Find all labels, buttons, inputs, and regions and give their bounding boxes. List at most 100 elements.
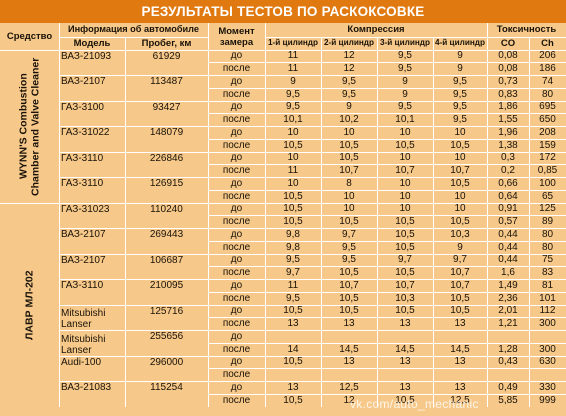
car-model: ВАЗ-21093 (61, 51, 112, 62)
car-probeg: 110240 (150, 204, 183, 215)
header-probeg: Пробег, км (141, 37, 192, 49)
cell-co (487, 369, 529, 381)
cell-cyl-2: 10,2 (339, 114, 359, 126)
grid-hline (0, 202, 566, 204)
grid-hline (59, 253, 566, 255)
cell-moment: до (230, 356, 243, 368)
cell-cyl-1: 9,8 (286, 229, 300, 240)
grid-hline (59, 100, 566, 102)
grid-hline (208, 113, 566, 115)
cell-co: 0,64 (498, 190, 518, 202)
cell-co: 1,86 (498, 101, 518, 113)
page-title: РЕЗУЛЬТАТЫ ТЕСТОВ ПО РАСКОКСОВКЕ (0, 0, 566, 23)
cell-co: 1,49 (498, 280, 518, 291)
cell-cyl-2: 10,5 (339, 152, 359, 164)
cell-ch (529, 331, 566, 343)
cell-co: 1,6 (501, 267, 515, 279)
cell-ch: 65 (541, 190, 554, 202)
cell-co: 2,01 (498, 305, 518, 317)
cell-ch: 650 (539, 114, 556, 126)
cell-ch: 300 (539, 318, 556, 330)
cell-moment: после (222, 318, 251, 330)
grid-vline (58, 23, 60, 407)
car-model: ГАЗ-31022 (61, 127, 110, 139)
car-probeg: 125716 (149, 306, 184, 317)
cell-co: 0,49 (498, 382, 518, 393)
car-model: ГАЗ-3110 (61, 178, 104, 190)
grid-hline (59, 126, 566, 127)
cell-moment: после (222, 63, 251, 75)
cell-cyl-1: 10,1 (283, 114, 303, 126)
cell-cyl-2: 10,5 (339, 305, 359, 317)
cell-cyl-3: 10,5 (395, 216, 415, 228)
car-model: Mitsubishi Lanser (61, 308, 106, 330)
cell-cyl-4: 13 (454, 356, 466, 368)
grid-hline (208, 291, 566, 293)
grid-hline (208, 62, 566, 64)
car-model: ГАЗ-31023 (61, 204, 110, 215)
cell-cyl-2: 9,5 (342, 88, 356, 100)
car-probeg: 126915 (149, 178, 184, 190)
car-probeg: 61929 (152, 51, 181, 62)
grid-vline (124, 37, 126, 407)
cell-ch: 80 (541, 241, 554, 253)
grid-hline (59, 381, 566, 382)
cell-co: 1,55 (498, 114, 518, 126)
cell-cyl-4: 9,7 (453, 254, 467, 266)
grid-hline (59, 304, 566, 306)
cell-ch: 89 (541, 216, 554, 228)
cell-cyl-4: 9 (457, 50, 463, 62)
cell-cyl-4: 10,5 (450, 292, 470, 304)
grid-hline (208, 393, 566, 395)
cell-cyl-4: 10,5 (450, 139, 470, 151)
header-cyl-3: 3-й цилиндр (379, 38, 431, 48)
cell-cyl-3: 10 (399, 203, 411, 215)
grid-hline (59, 36, 208, 38)
cell-cyl-1: 9,5 (286, 292, 300, 304)
cell-cyl-4: 13 (454, 318, 466, 330)
cell-cyl-3 (377, 369, 433, 381)
cell-cyl-1: 13 (287, 382, 299, 393)
grid-hline (59, 355, 566, 357)
car-probeg: 226846 (149, 153, 184, 164)
cell-cyl-1: 9,5 (286, 254, 300, 266)
car-probeg: 296000 (149, 357, 184, 368)
cell-moment: до (230, 305, 243, 317)
car-model: ГАЗ-3100 (61, 102, 104, 113)
cell-co: 0,44 (498, 254, 518, 266)
cell-cyl-2: 12 (343, 50, 355, 62)
cell-ch: 0,85 (537, 165, 558, 177)
cell-ch: 101 (539, 292, 556, 304)
cell-cyl-3: 14,5 (395, 343, 415, 355)
cell-cyl-2: 10 (343, 127, 355, 138)
car-probeg: 113487 (150, 76, 183, 88)
header-cyl-2: 2-й цилиндр (323, 38, 375, 48)
cell-co: 1,38 (498, 139, 518, 151)
cell-cyl-1: 9,5 (286, 88, 300, 100)
cell-cyl-3: 10,5 (395, 267, 415, 279)
cell-co: 0,73 (498, 76, 518, 87)
cell-cyl-3: 10 (399, 152, 411, 164)
cell-cyl-4: 14,5 (450, 343, 470, 355)
cell-cyl-1: 10,5 (283, 356, 303, 368)
cell-moment: до (230, 152, 243, 164)
cell-cyl-2: 12 (343, 394, 355, 406)
cell-ch: 186 (539, 63, 556, 75)
cell-cyl-2: 12 (343, 63, 355, 75)
cell-cyl-2: 13 (343, 356, 355, 368)
car-model: ГАЗ-3110 (61, 280, 104, 292)
cell-ch: 208 (539, 127, 556, 138)
cell-cyl-3: 10,5 (395, 139, 415, 151)
cell-cyl-4: 10,3 (450, 229, 470, 240)
cell-ch: 159 (539, 139, 556, 151)
car-model: Audi-100 (61, 357, 102, 368)
grid-vline (376, 37, 378, 407)
watermark: vk.com/auto_mechanic (350, 397, 479, 411)
cell-cyl-1: 10,5 (283, 394, 303, 406)
cell-cyl-3: 10 (399, 190, 411, 202)
header-cyl-4: 4-й цилиндр (434, 38, 486, 48)
grid-hline (59, 330, 566, 331)
cell-co (487, 331, 529, 343)
cell-cyl-3 (377, 331, 433, 343)
cell-co: 0,44 (498, 229, 518, 240)
